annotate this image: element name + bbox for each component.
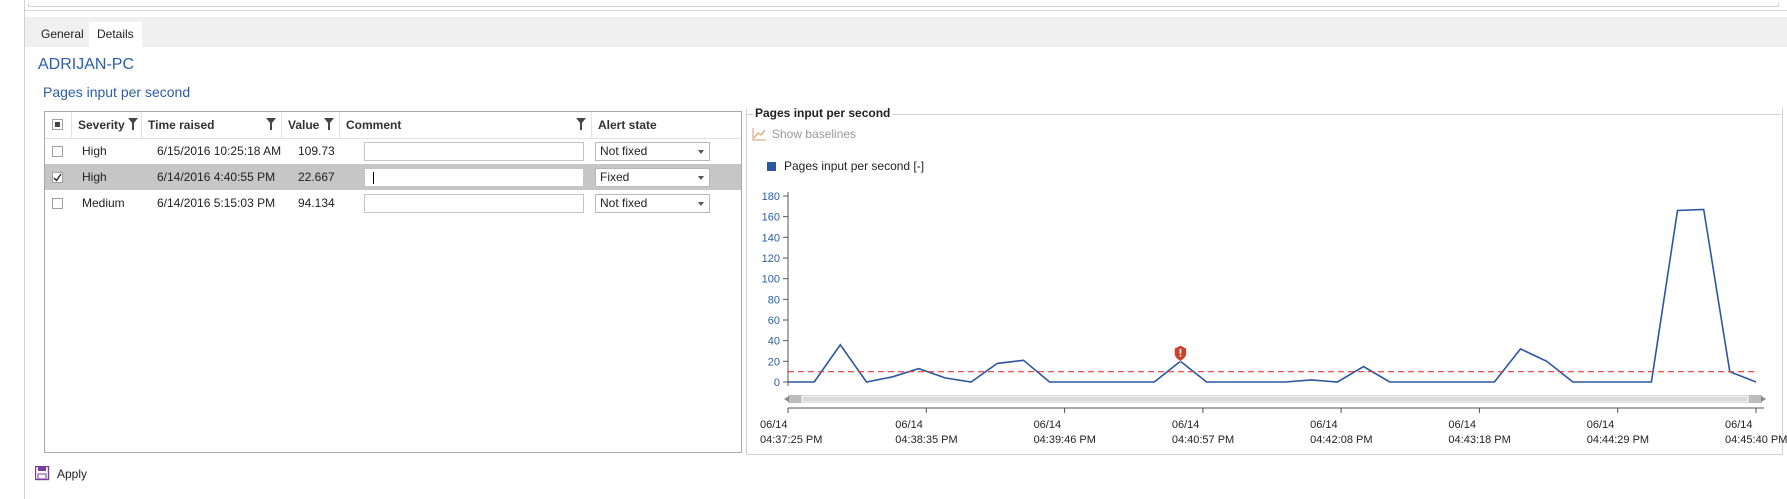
row-checkbox[interactable]: [52, 146, 63, 157]
severity-cell: Medium: [82, 196, 125, 210]
time-cell: 6/14/2016 5:15:03 PM: [157, 196, 276, 210]
value-cell: 109.73: [298, 144, 335, 158]
machine-name: ADRIJAN-PC: [38, 56, 135, 73]
severity-cell: High: [82, 144, 107, 158]
text-caret: [373, 172, 374, 184]
table-row[interactable]: Medium 6/14/2016 5:15:03 PM 94.134 Not f…: [45, 190, 741, 216]
alerts-grid: Severity Time raised Value Comment Alert…: [44, 111, 742, 453]
column-severity[interactable]: Severity: [72, 112, 142, 138]
window-top-frame-inner: [28, 3, 1779, 7]
row-checkbox[interactable]: [52, 198, 63, 209]
comment-input[interactable]: [364, 168, 584, 187]
column-value[interactable]: Value: [282, 112, 340, 138]
tab-general[interactable]: General: [41, 27, 84, 41]
check-icon: [53, 173, 62, 182]
filter-icon[interactable]: [128, 118, 138, 130]
severity-cell: High: [82, 170, 107, 184]
alert-state-value: Not fixed: [600, 144, 648, 158]
filter-icon[interactable]: [324, 118, 334, 130]
column-state-label: Alert state: [598, 118, 657, 132]
select-all-column: [45, 112, 72, 138]
table-row[interactable]: High 6/14/2016 4:40:55 PM 22.667 Fixed: [45, 164, 741, 190]
column-comment-label: Comment: [346, 118, 402, 132]
counter-title: Pages input per second: [43, 84, 191, 100]
alert-state-select[interactable]: Fixed: [595, 168, 710, 187]
filter-icon[interactable]: [576, 118, 586, 130]
column-comment[interactable]: Comment: [340, 112, 592, 138]
comment-input[interactable]: [364, 194, 584, 213]
show-baselines-label: Show baselines: [772, 127, 857, 141]
value-cell: 22.667: [298, 170, 335, 184]
chevron-down-icon: [698, 202, 704, 206]
save-icon: [35, 466, 50, 481]
tab-details[interactable]: Details: [89, 22, 142, 47]
column-time-label: Time raised: [148, 118, 215, 132]
column-value-label: Value: [288, 118, 320, 132]
apply-label: Apply: [57, 467, 88, 481]
window-left-border: [24, 0, 25, 499]
chart-panel: [746, 108, 1783, 455]
chevron-down-icon: [698, 176, 704, 180]
legend-swatch: [767, 162, 776, 171]
grid-header: Severity Time raised Value Comment Alert…: [45, 112, 741, 139]
alert-state-value: Fixed: [600, 170, 630, 184]
alert-state-select[interactable]: Not fixed: [595, 142, 710, 161]
column-time-raised[interactable]: Time raised: [142, 112, 282, 138]
time-cell: 6/15/2016 10:25:18 AM: [157, 144, 282, 158]
chart-panel-divider: [746, 114, 1781, 115]
baseline-chart-icon: [752, 128, 766, 141]
comment-input[interactable]: [364, 142, 584, 161]
select-all-checkbox[interactable]: [52, 119, 63, 130]
chevron-down-icon: [698, 150, 704, 154]
time-cell: 6/14/2016 4:40:55 PM: [157, 170, 276, 184]
value-cell: 94.134: [298, 196, 335, 210]
window-top-frame: [24, 0, 1787, 11]
filter-icon[interactable]: [266, 118, 276, 130]
chart-panel-title: Pages input per second: [753, 106, 893, 120]
column-alert-state[interactable]: Alert state: [592, 112, 741, 138]
row-checkbox[interactable]: [52, 172, 63, 183]
alert-state-select[interactable]: Not fixed: [595, 194, 710, 213]
legend-label: Pages input per second [-]: [784, 159, 925, 173]
alert-state-value: Not fixed: [600, 196, 648, 210]
tab-strip: General Details: [25, 17, 1787, 47]
table-row[interactable]: High 6/15/2016 10:25:18 AM 109.73 Not fi…: [45, 138, 741, 164]
column-severity-label: Severity: [78, 118, 125, 132]
